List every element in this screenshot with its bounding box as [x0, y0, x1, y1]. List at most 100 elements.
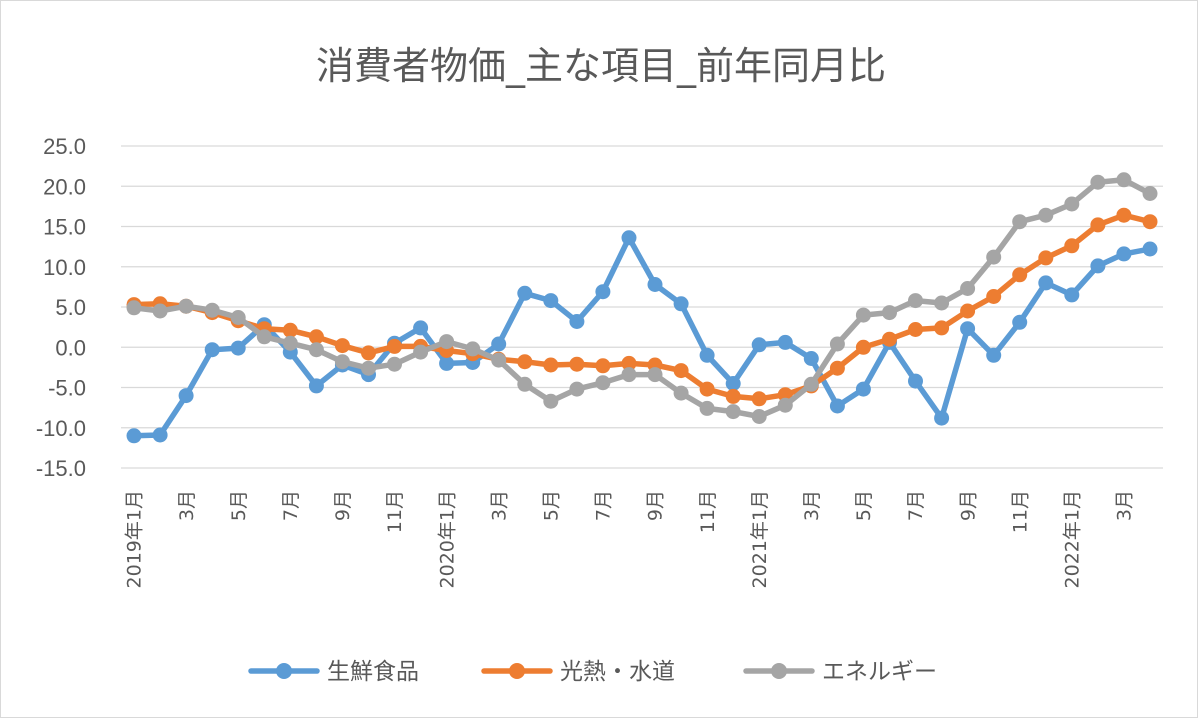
data-point — [543, 293, 559, 309]
data-point — [960, 281, 976, 296]
data-point — [230, 310, 246, 325]
series-line — [131, 177, 1153, 420]
data-point — [1064, 287, 1080, 303]
x-tick-label: 7月 — [905, 490, 927, 521]
gridlines — [121, 145, 1163, 469]
data-point — [308, 378, 324, 394]
data-point — [777, 387, 793, 403]
data-point — [699, 381, 715, 397]
data-point — [1090, 217, 1106, 233]
x-tick-label: 3月 — [801, 490, 823, 521]
data-point — [1038, 207, 1054, 223]
data-point — [1064, 238, 1080, 254]
y-tick-label: -5.0 — [48, 376, 86, 401]
y-tick-label: 25.0 — [43, 134, 86, 159]
data-point — [569, 381, 585, 397]
data-point — [673, 363, 689, 379]
data-point — [517, 285, 533, 301]
data-point — [439, 334, 455, 350]
series-line — [131, 212, 1153, 402]
x-tick-label: 2020年1月 — [436, 490, 458, 588]
data-point — [647, 277, 663, 292]
data-point — [204, 342, 220, 358]
data-point — [387, 338, 402, 354]
data-point — [934, 320, 950, 336]
data-point — [595, 375, 611, 391]
legend-marker — [276, 663, 292, 679]
data-point — [569, 314, 585, 329]
data-point — [673, 385, 689, 401]
data-point — [1038, 275, 1054, 291]
data-point — [751, 337, 767, 353]
data-point — [1116, 207, 1132, 223]
data-point — [308, 342, 324, 358]
data-point — [491, 352, 507, 368]
series-line — [131, 235, 1153, 439]
x-tick-label: 2022年1月 — [1061, 490, 1083, 588]
data-point — [334, 354, 350, 370]
x-tick-label: 11月 — [384, 490, 406, 533]
data-point — [699, 400, 715, 416]
data-point — [1116, 172, 1132, 188]
y-tick-label: 0.0 — [55, 335, 86, 360]
data-point — [230, 340, 246, 356]
data-point — [855, 339, 871, 355]
legend-label: エネルギー — [822, 659, 937, 685]
x-tick-label: 7月 — [280, 490, 302, 521]
data-point — [960, 321, 976, 337]
data-point — [282, 335, 298, 351]
data-point — [882, 331, 897, 347]
data-point — [908, 293, 923, 309]
data-point — [361, 345, 376, 361]
data-point — [829, 360, 845, 376]
data-point — [908, 373, 923, 389]
x-tick-label: 7月 — [593, 490, 615, 521]
data-point — [855, 307, 871, 323]
data-point — [882, 305, 897, 321]
data-point — [777, 397, 793, 413]
data-point — [621, 230, 637, 246]
legend-entry: エネルギー — [743, 659, 937, 685]
legend-marker — [509, 663, 525, 679]
data-point — [934, 295, 950, 311]
legend-label: 生鮮食品 — [327, 659, 419, 685]
x-tick-label: 3月 — [1114, 490, 1136, 521]
legend-label: 光熱・水道 — [560, 659, 675, 685]
data-point — [986, 249, 1002, 265]
series-3 — [126, 172, 1158, 424]
series-1 — [126, 230, 1158, 444]
legend-entry: 光熱・水道 — [481, 659, 675, 685]
x-tick-label: 9月 — [645, 490, 667, 521]
data-point — [361, 360, 376, 376]
data-point — [569, 356, 585, 372]
y-tick-label: -10.0 — [36, 416, 86, 441]
data-point — [725, 376, 741, 391]
data-point — [543, 357, 559, 373]
data-point — [152, 427, 168, 443]
data-point — [829, 398, 845, 414]
y-axis-tick-labels: 25.0 20.0 15.0 10.0 5.0 0.0 -5.0 -10.0 -15.0 — [36, 134, 86, 481]
data-point — [1090, 174, 1106, 190]
data-point — [1012, 314, 1028, 330]
data-point — [1012, 214, 1028, 230]
data-point — [517, 376, 533, 392]
data-point — [1116, 246, 1132, 262]
x-tick-label: 9月 — [957, 490, 979, 521]
x-axis-tick-labels: 2019年1月 3月 5月 7月 9月 11月 2020年1月 3月 5月 7月 9月 11月 2021… — [124, 490, 1136, 588]
data-point — [777, 334, 793, 350]
data-point — [803, 351, 819, 366]
data-point — [725, 388, 741, 404]
data-point — [178, 388, 194, 404]
data-point — [855, 381, 871, 397]
y-tick-label: -15.0 — [36, 456, 86, 481]
data-point — [595, 358, 611, 374]
x-tick-label: 11月 — [1009, 490, 1031, 533]
data-point — [1064, 196, 1080, 212]
data-point — [204, 302, 220, 318]
data-point — [647, 367, 663, 383]
x-tick-label: 11月 — [697, 490, 719, 533]
data-point — [960, 303, 976, 319]
data-point — [595, 284, 611, 300]
